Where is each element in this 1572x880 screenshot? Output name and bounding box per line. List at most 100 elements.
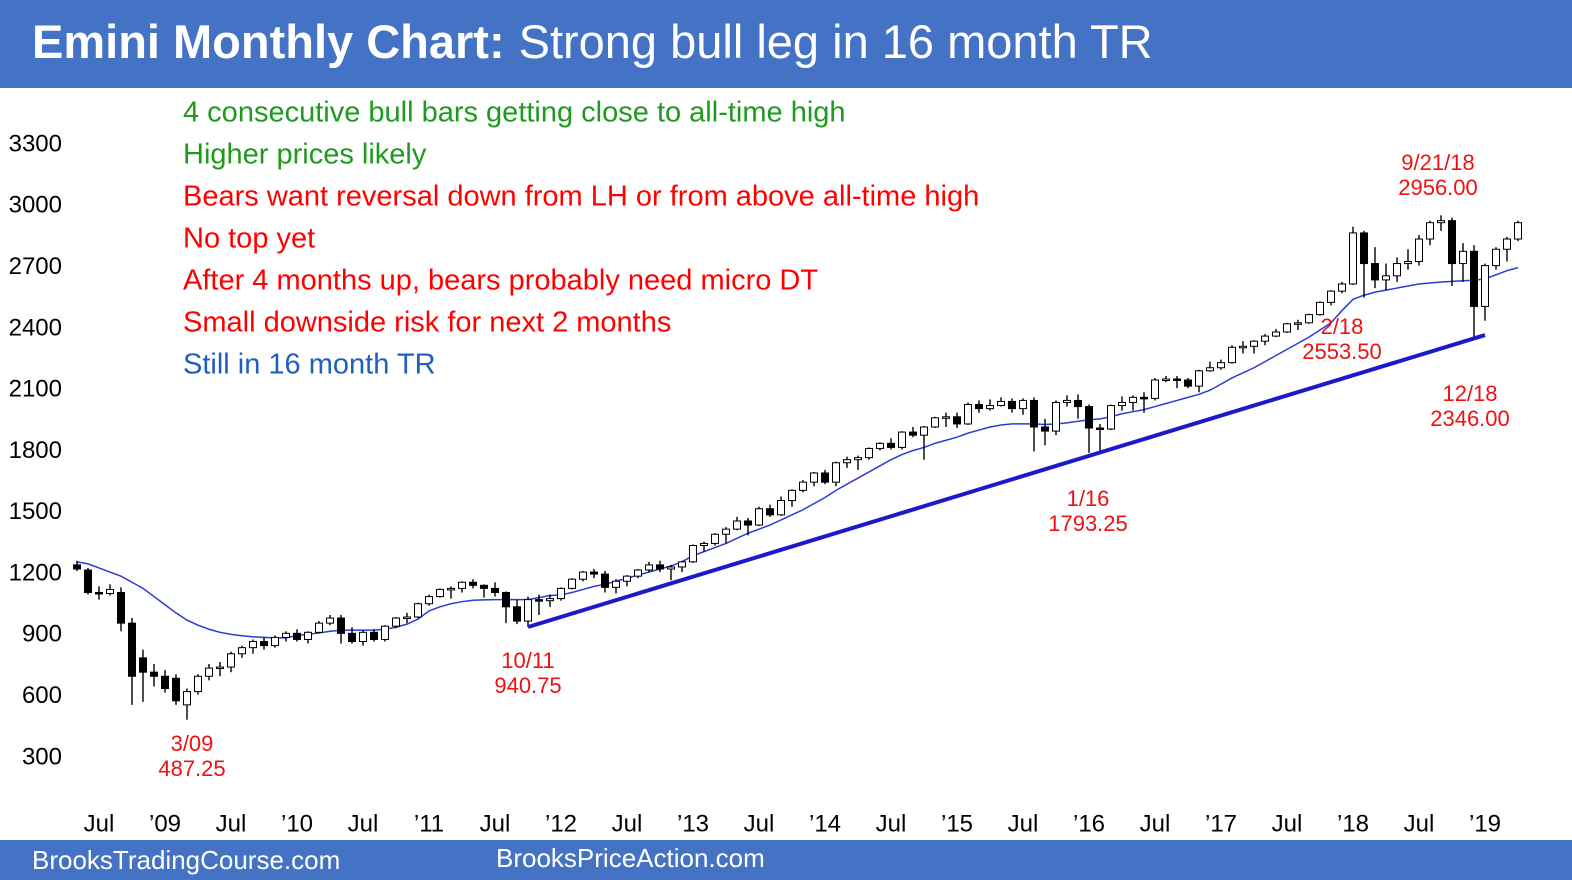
candle-body	[1250, 340, 1258, 347]
candle-body	[722, 528, 730, 535]
y-tick-label: 1200	[9, 559, 62, 586]
candle-body	[1393, 263, 1401, 277]
candle-body	[887, 442, 895, 448]
trendline	[527, 333, 1486, 629]
candle-body	[832, 462, 840, 483]
candle-body	[942, 416, 950, 419]
candle-body	[700, 542, 708, 546]
candle-body	[1338, 283, 1346, 292]
candle-body	[788, 489, 796, 502]
x-tick-label: Jul	[744, 810, 775, 837]
candle-body	[469, 581, 477, 586]
x-tick-label: ’17	[1205, 810, 1237, 837]
x-tick-label: ’14	[809, 810, 841, 837]
candle-body	[1371, 263, 1379, 281]
candle-body	[1437, 220, 1445, 224]
candle-body	[502, 591, 510, 608]
candle-body	[1118, 401, 1126, 407]
subtitle: Strong bull leg in 16 month TR	[519, 15, 1153, 68]
candle-body	[1470, 250, 1478, 307]
candle-body	[227, 653, 235, 668]
candle-body	[348, 632, 356, 643]
candle-body	[1063, 399, 1071, 403]
candle-body	[1492, 248, 1500, 267]
x-tick-label: ’09	[149, 810, 181, 837]
candle-body	[1294, 322, 1302, 325]
annotation-price: 2553.50	[1302, 339, 1382, 364]
candle-body	[1426, 222, 1434, 240]
candle-body	[304, 631, 312, 640]
candle-body	[656, 564, 664, 570]
annotation-date: 2/18	[1321, 314, 1364, 339]
candle-body	[381, 625, 389, 640]
x-tick-label: ’10	[281, 810, 313, 837]
note: After 4 months up, bears probably need m…	[183, 265, 818, 297]
candle-body	[260, 641, 268, 647]
annotation-price: 487.25	[158, 756, 225, 781]
candle-body	[678, 561, 686, 568]
candle-body	[1019, 399, 1027, 410]
candle-body	[546, 598, 554, 602]
candle-body	[414, 603, 422, 618]
candle-body	[150, 671, 158, 677]
candle-body	[194, 675, 202, 693]
candle-body	[161, 675, 169, 690]
candle-body	[1327, 290, 1335, 303]
note: Small downside risk for next 2 months	[183, 307, 671, 339]
y-tick-label: 2100	[9, 376, 62, 403]
candle-body	[975, 404, 983, 410]
y-tick-label: 3300	[9, 130, 62, 157]
candle-body	[1129, 396, 1137, 403]
candle-body	[128, 622, 136, 677]
candle-body	[183, 691, 191, 706]
y-tick-label: 900	[22, 621, 62, 648]
candle-body	[1173, 378, 1181, 381]
candle-body	[1195, 370, 1203, 387]
candle-body	[865, 447, 873, 459]
annotation-date: 9/21/18	[1401, 150, 1474, 175]
note: Bears want reversal down from LH or from…	[183, 181, 979, 213]
candle-body	[1283, 323, 1291, 333]
candle-body	[898, 431, 906, 448]
candle-body	[293, 632, 301, 640]
candle-body	[139, 657, 147, 673]
candle-body	[436, 588, 444, 598]
candle-body	[1382, 275, 1390, 281]
candle-body	[997, 400, 1005, 407]
candle-body	[964, 404, 972, 425]
header-bar	[0, 0, 1572, 88]
x-tick-label: Jul	[216, 810, 247, 837]
candle-body	[1162, 378, 1170, 381]
candle-body	[579, 571, 587, 580]
candle-body	[1404, 261, 1412, 265]
candle-body	[480, 584, 488, 589]
annotation-date: 12/18	[1442, 381, 1497, 406]
annotation-price: 2956.00	[1398, 175, 1478, 200]
candle-body	[1041, 426, 1049, 432]
candle-body	[711, 533, 719, 544]
candle-body	[447, 587, 455, 591]
candle-body	[1184, 379, 1192, 387]
x-tick-label: Jul	[1140, 810, 1171, 837]
annotation-date: 10/11	[501, 648, 554, 673]
annotation-price: 2346.00	[1430, 406, 1510, 431]
candle-body	[425, 596, 433, 605]
candle-body	[920, 426, 928, 436]
note: Higher prices likely	[183, 139, 427, 171]
candle-body	[1481, 265, 1489, 307]
candle-body	[205, 667, 213, 677]
candle-body	[1217, 362, 1225, 369]
y-tick-label: 600	[22, 682, 62, 709]
annotation-date: 1/16	[1067, 486, 1110, 511]
y-tick-label: 2700	[9, 253, 62, 280]
candle-body	[557, 587, 565, 600]
candle-body	[667, 566, 675, 570]
candle-body	[403, 616, 411, 620]
candle-body	[568, 578, 576, 589]
candle-body	[1107, 405, 1115, 430]
y-tick-label: 300	[22, 743, 62, 770]
x-tick-label: ’12	[545, 810, 577, 837]
candle-body	[216, 666, 224, 670]
candle-body	[733, 520, 741, 530]
candle-body	[744, 520, 752, 526]
